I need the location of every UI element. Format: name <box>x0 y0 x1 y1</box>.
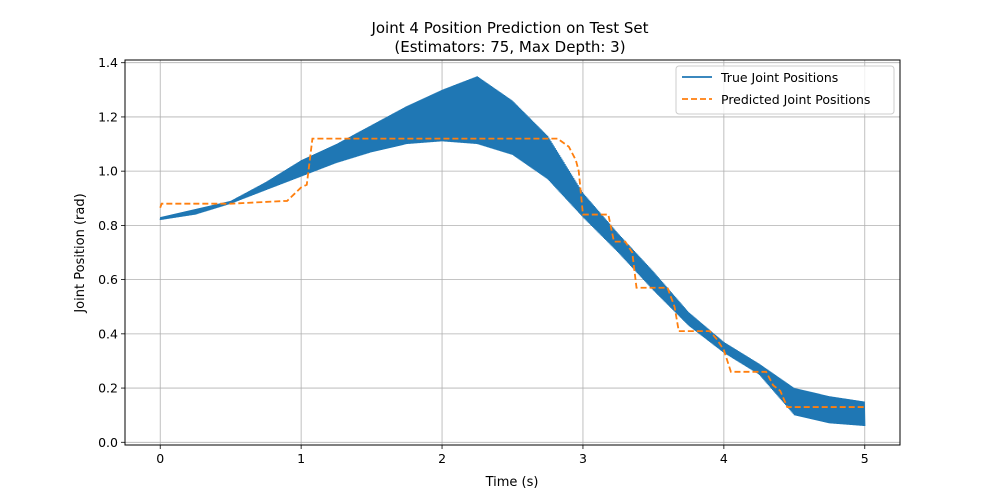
y-axis-label: Joint Position (rad) <box>73 193 88 313</box>
x-tick-label: 0 <box>156 451 164 466</box>
legend-true-label: True Joint Positions <box>720 70 838 85</box>
y-tick-label: 0.6 <box>98 272 118 287</box>
plot-frame <box>124 59 901 446</box>
y-tick-label: 0.8 <box>98 218 118 233</box>
x-tick-label: 5 <box>861 451 869 466</box>
series-predicted-joint-positions <box>159 137 865 408</box>
y-tick-label: 1.4 <box>98 55 118 70</box>
y-tick-label: 0.0 <box>98 435 118 450</box>
legend-predicted-label: Predicted Joint Positions <box>721 92 870 107</box>
x-tick-label: 2 <box>438 451 446 466</box>
legend-box <box>675 65 895 115</box>
chart-title-line1: Joint 4 Position Prediction on Test Set <box>370 19 648 37</box>
y-tick-label: 0.2 <box>98 381 118 396</box>
x-tick-label: 4 <box>720 451 728 466</box>
x-tick-label: 3 <box>579 451 587 466</box>
legend: True Joint Positions Predicted Joint Pos… <box>675 65 895 115</box>
y-tick-label: 1.2 <box>98 109 118 124</box>
chart-title-line2: (Estimators: 75, Max Depth: 3) <box>394 38 625 56</box>
y-tick-label: 1.0 <box>98 164 118 179</box>
ticks: 0 1 2 3 4 5 0.0 0.2 0.4 0.6 0.8 1.0 1.2 1.4 <box>98 55 869 466</box>
y-tick-label: 0.4 <box>98 326 118 341</box>
x-axis-label: Time (s) <box>485 475 539 490</box>
series-layer <box>159 76 866 427</box>
series-true-joint-positions <box>159 76 866 427</box>
x-tick-label: 1 <box>297 451 305 466</box>
